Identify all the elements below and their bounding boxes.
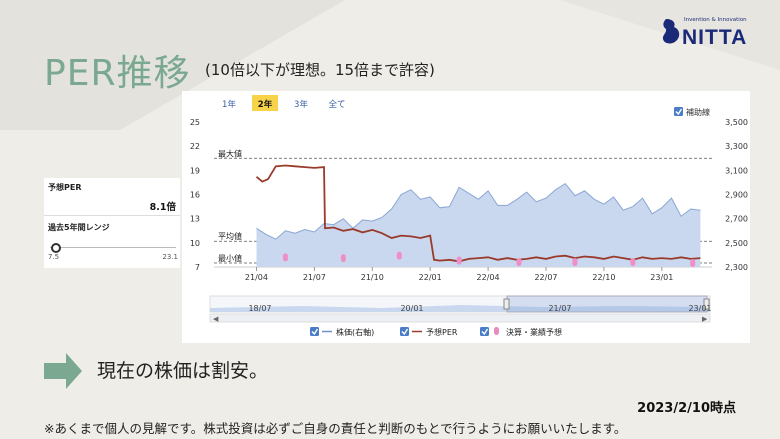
- right-tick-label: 3,500: [725, 118, 748, 127]
- left-tick-label: 25: [190, 118, 200, 127]
- period-tab-label: 1年: [222, 99, 236, 110]
- earnings-marker: [340, 254, 346, 263]
- reference-line-label: 平均値: [218, 231, 242, 241]
- left-tick-label: 13: [190, 215, 200, 224]
- right-tick-label: 3,100: [725, 166, 748, 175]
- price-area: [256, 183, 701, 267]
- navigator-handle-right[interactable]: [703, 298, 710, 310]
- price-line: [256, 182, 701, 240]
- disclaimer-text: ※あくまで個人の見解です。株式投資は必ずご自身の責任と判断のもとで行うようにお願…: [44, 421, 627, 436]
- legend-swatch: [494, 327, 499, 335]
- range-min: 7.5: [48, 253, 60, 261]
- earnings-marker: [630, 258, 636, 267]
- period-tab-0[interactable]: 1年: [222, 99, 236, 110]
- period-tab-1[interactable]: 2年: [252, 95, 278, 111]
- left-tick-label: 10: [190, 239, 200, 248]
- reference-line-label: 最大値: [218, 148, 242, 158]
- as-of-date: 2023/2/10時点: [637, 401, 736, 416]
- earnings-marker: [396, 251, 402, 260]
- x-tick-label: 22/04: [477, 273, 500, 282]
- x-tick-label: 23/01: [650, 273, 673, 282]
- logo-wordmark: NITTA: [682, 26, 748, 49]
- period-tab-label: 3年: [294, 99, 308, 110]
- period-tab-3[interactable]: 全て: [328, 99, 345, 110]
- left-tick-label: 22: [190, 142, 200, 151]
- per-line: [255, 164, 701, 263]
- forecast-per-value: 8.1倍: [149, 202, 176, 213]
- auxiliary-line-toggle[interactable]: 補助線: [674, 107, 710, 117]
- conclusion-text: 現在の株価は割安。: [97, 360, 269, 382]
- per-summary-panel: 予想PER 8.1倍 過去5年間レンジ 7.5 23.1: [44, 178, 180, 268]
- earnings-marker: [516, 258, 522, 267]
- earnings-marker: [282, 253, 288, 262]
- period-tab-2[interactable]: 3年: [294, 99, 308, 110]
- x-tick-label: 22/07: [534, 273, 557, 282]
- company-logo: Invention & Innovation NITTA: [660, 14, 752, 54]
- left-tick-label: 7: [195, 263, 200, 272]
- legend-label: 決算・業績予想: [506, 327, 562, 337]
- nitta-mark-icon: [662, 19, 680, 44]
- check-icon: [401, 328, 409, 336]
- range-label: 過去5年間レンジ: [48, 223, 110, 232]
- x-tick-label: 21/10: [361, 273, 384, 282]
- range-track: [50, 247, 176, 248]
- slide-title: PER推移: [44, 53, 191, 94]
- per-chart-panel: 1年 2年 3年 全て 補助線 7 10 13 16 19 22 25 2,300 2,500 2,70…: [182, 91, 750, 343]
- auxiliary-line-label: 補助線: [686, 107, 710, 117]
- navigator-selection[interactable]: [506, 295, 708, 313]
- earnings-marker: [456, 256, 462, 265]
- logo-tagline: Invention & Innovation: [684, 17, 747, 23]
- period-tab-label: 2年: [258, 99, 273, 110]
- range-marker: [51, 243, 62, 253]
- navigator-label: 21/07: [548, 304, 571, 313]
- right-tick-label: 2,700: [725, 215, 748, 224]
- scroll-left-icon[interactable]: ◀: [213, 315, 219, 323]
- navigator-label: 20/01: [400, 304, 423, 313]
- legend-label: 株価(右軸): [336, 327, 374, 337]
- earnings-marker: [690, 258, 696, 267]
- time-navigator[interactable]: 18/07 20/01 21/07 23/01 ◀ ▶: [209, 295, 712, 323]
- scroll-right-icon[interactable]: ▶: [702, 315, 708, 323]
- period-tab-label: 全て: [328, 99, 345, 110]
- check-icon: [311, 328, 319, 336]
- check-icon: [481, 328, 489, 336]
- right-tick-label: 2,900: [725, 191, 748, 200]
- left-tick-label: 19: [190, 166, 200, 175]
- x-tick-label: 22/10: [592, 273, 615, 282]
- slide-subtitle: (10倍以下が理想。15倍まで許容): [205, 61, 435, 79]
- right-tick-label: 2,300: [725, 263, 748, 272]
- right-tick-label: 2,500: [725, 239, 748, 248]
- range-max: 23.1: [162, 253, 178, 261]
- legend-label: 予想PER: [426, 327, 458, 337]
- x-tick-label: 21/04: [245, 273, 268, 282]
- right-tick-label: 3,300: [725, 142, 748, 151]
- legend-item-2[interactable]: 決算・業績予想: [480, 327, 562, 337]
- navigator-label: 18/07: [248, 304, 271, 313]
- reference-line-label: 最小値: [218, 253, 242, 263]
- navigator-handle-left[interactable]: [503, 298, 510, 310]
- x-tick-label: 21/07: [303, 273, 326, 282]
- legend-item-1[interactable]: 予想PER: [400, 327, 458, 337]
- earnings-marker: [572, 258, 578, 267]
- divider: [44, 215, 180, 216]
- active-tab-highlight: [252, 95, 278, 111]
- left-tick-label: 16: [190, 191, 200, 200]
- navigator-label: 23/01: [688, 304, 711, 313]
- x-tick-label: 22/01: [419, 273, 442, 282]
- navigator-area: [210, 305, 710, 312]
- arrow-right-icon: [44, 353, 82, 389]
- forecast-per-label: 予想PER: [48, 183, 82, 192]
- legend-item-0[interactable]: 株価(右軸): [310, 327, 374, 337]
- navigator-scrollbar[interactable]: [209, 313, 711, 323]
- per-chart: 1年 2年 3年 全て 補助線 7 10 13 16 19 22 25 2,300 2,500 2,70…: [190, 95, 748, 337]
